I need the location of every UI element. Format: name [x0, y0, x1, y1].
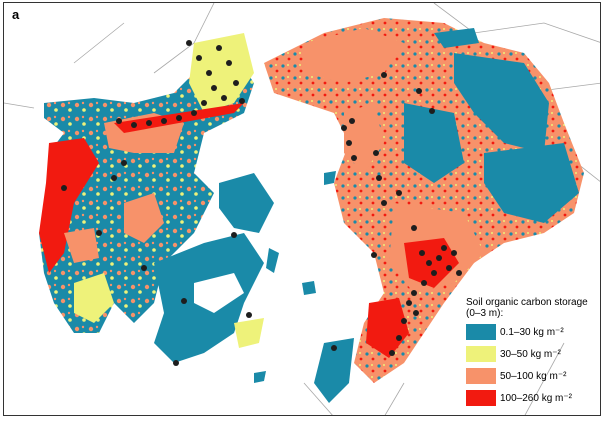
sample-site-dot [196, 55, 202, 61]
sample-site-dot [201, 100, 207, 106]
legend-label: 100–260 kg m⁻² [500, 392, 572, 404]
sample-site-dot [221, 95, 227, 101]
sample-site-dot [211, 85, 217, 91]
sample-site-dot [346, 140, 352, 146]
sample-site-dot [371, 252, 377, 258]
sample-site-dot [116, 118, 122, 124]
legend-item-50-100: 50–100 kg m⁻² [466, 367, 600, 385]
sample-site-dot [206, 70, 212, 76]
sample-site-dot [239, 98, 245, 104]
sample-site-dot [351, 155, 357, 161]
legend-label: 50–100 kg m⁻² [500, 370, 567, 382]
sample-site-dot [401, 318, 407, 324]
sample-site-dot [349, 118, 355, 124]
sample-site-dot [396, 335, 402, 341]
legend-label: 0.1–30 kg m⁻² [500, 326, 564, 338]
sample-site-dot [421, 280, 427, 286]
panel-label: a [12, 7, 20, 22]
sample-site-dot [426, 260, 432, 266]
sample-site-dot [131, 122, 137, 128]
sample-site-dot [406, 300, 412, 306]
sample-site-dot [226, 60, 232, 66]
legend: Soil organic carbon storage (0–3 m): 0.1… [466, 297, 600, 411]
sample-site-dot [441, 245, 447, 251]
arctic-islands [254, 171, 336, 383]
permafrost-carbon-map [4, 3, 600, 415]
region-eurasia [264, 18, 584, 403]
legend-label: 30–50 kg m⁻² [500, 348, 561, 360]
sample-site-dot [173, 360, 179, 366]
sample-site-dot [216, 45, 222, 51]
sample-site-dot [176, 115, 182, 121]
sample-site-dot [121, 160, 127, 166]
sample-site-dot [191, 110, 197, 116]
sample-site-dot [231, 232, 237, 238]
sample-points [61, 40, 462, 366]
region-greenland [154, 173, 279, 363]
sample-site-dot [111, 175, 117, 181]
sample-site-dot [381, 72, 387, 78]
sample-site-dot [376, 175, 382, 181]
sample-site-dot [451, 250, 457, 256]
sample-site-dot [429, 108, 435, 114]
sample-site-dot [141, 265, 147, 271]
sample-site-dot [431, 270, 437, 276]
legend-swatch [466, 324, 496, 340]
sample-site-dot [246, 312, 252, 318]
legend-item-0-30: 0.1–30 kg m⁻² [466, 323, 600, 341]
sample-site-dot [389, 350, 395, 356]
sample-site-dot [436, 255, 442, 261]
sample-site-dot [446, 265, 452, 271]
sample-site-dot [331, 345, 337, 351]
legend-title: Soil organic carbon storage (0–3 m): [466, 297, 588, 319]
sample-site-dot [456, 270, 462, 276]
legend-swatch [466, 390, 496, 406]
sample-site-dot [341, 125, 347, 131]
sample-site-dot [96, 230, 102, 236]
legend-item-30-50: 30–50 kg m⁻² [466, 345, 600, 363]
sample-site-dot [186, 40, 192, 46]
legend-swatch [466, 368, 496, 384]
legend-item-100-260: 100–260 kg m⁻² [466, 389, 600, 407]
map-frame: a Soil organic carbon storage (0–3 m): 0… [3, 2, 601, 416]
sample-site-dot [413, 310, 419, 316]
sample-site-dot [411, 290, 417, 296]
sample-site-dot [146, 120, 152, 126]
sample-site-dot [411, 225, 417, 231]
sample-site-dot [161, 118, 167, 124]
sample-site-dot [416, 88, 422, 94]
sample-site-dot [381, 200, 387, 206]
sample-site-dot [396, 190, 402, 196]
sample-site-dot [181, 298, 187, 304]
legend-swatch [466, 346, 496, 362]
sample-site-dot [419, 250, 425, 256]
sample-site-dot [233, 80, 239, 86]
sample-site-dot [61, 185, 67, 191]
sample-site-dot [373, 150, 379, 156]
